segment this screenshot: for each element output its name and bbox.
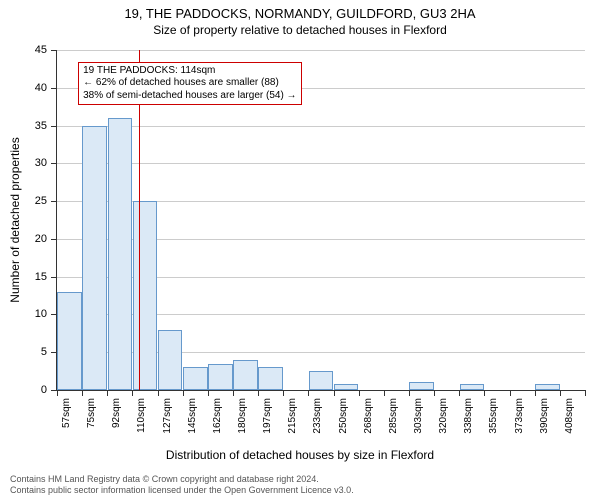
y-tick [51,50,57,51]
x-tick-label: 92sqm [111,398,122,428]
y-tick-label: 30 [35,157,47,169]
x-tick-label: 215sqm [287,398,298,434]
x-tick-label: 320sqm [438,398,449,434]
x-tick-label: 338sqm [463,398,474,434]
grid-line [57,50,585,51]
histogram-bar [108,118,133,390]
chart-plot-area: 05101520253035404557sqm75sqm92sqm110sqm1… [56,50,585,391]
y-tick [51,126,57,127]
histogram-bar [82,126,107,390]
x-tick-label: 373sqm [514,398,525,434]
x-tick [158,390,159,396]
x-tick-label: 162sqm [212,398,223,434]
y-tick-label: 25 [35,195,47,207]
annotation-line: 19 THE PADDOCKS: 114sqm [83,65,296,78]
x-tick-label: 197sqm [262,398,273,434]
x-tick [208,390,209,396]
y-tick-label: 20 [35,233,47,245]
x-tick [183,390,184,396]
histogram-bar [460,384,485,390]
annotation-line: 38% of semi-detached houses are larger (… [83,90,296,103]
x-tick [283,390,284,396]
histogram-bar [233,360,258,390]
footer-line: Contains HM Land Registry data © Crown c… [10,474,354,485]
footer-line: Contains public sector information licen… [10,485,354,496]
y-tick [51,163,57,164]
x-tick-label: 57sqm [61,398,72,428]
x-tick [560,390,561,396]
x-tick [409,390,410,396]
x-tick [434,390,435,396]
histogram-bar [183,367,208,390]
x-tick-label: 75sqm [86,398,97,428]
y-tick [51,352,57,353]
y-tick-label: 5 [41,346,47,358]
y-tick-label: 35 [35,120,47,132]
y-tick-label: 45 [35,44,47,56]
annotation-line: ← 62% of detached houses are smaller (88… [83,77,296,90]
histogram-bar [309,371,334,390]
histogram-bar [208,364,233,390]
y-tick [51,277,57,278]
x-tick-label: 285sqm [388,398,399,434]
x-tick-label: 250sqm [338,398,349,434]
histogram-bar [133,201,158,390]
histogram-bar [334,384,359,390]
x-tick-label: 390sqm [539,398,550,434]
x-tick [107,390,108,396]
x-tick-label: 303sqm [413,398,424,434]
x-tick-label: 233sqm [312,398,323,434]
x-tick [535,390,536,396]
y-tick [51,201,57,202]
chart-subtitle: Size of property relative to detached ho… [0,23,600,41]
x-tick-label: 127sqm [162,398,173,434]
x-tick [459,390,460,396]
chart-title: 19, THE PADDOCKS, NORMANDY, GUILDFORD, G… [0,0,600,23]
histogram-bar [535,384,560,390]
x-tick [82,390,83,396]
y-tick [51,314,57,315]
histogram-bar [57,292,82,390]
grid-line [57,163,585,164]
x-tick [258,390,259,396]
y-tick-label: 15 [35,271,47,283]
x-axis-title: Distribution of detached houses by size … [0,448,600,462]
x-tick-label: 180sqm [237,398,248,434]
y-tick-label: 0 [41,384,47,396]
x-tick [132,390,133,396]
y-axis-title: Number of detached properties [8,137,22,302]
y-tick [51,88,57,89]
x-tick [57,390,58,396]
grid-line [57,126,585,127]
y-tick [51,239,57,240]
x-tick [384,390,385,396]
x-tick-label: 408sqm [564,398,575,434]
x-tick [233,390,234,396]
y-tick-label: 40 [35,82,47,94]
x-tick [510,390,511,396]
x-tick-label: 110sqm [136,398,147,433]
x-tick-label: 355sqm [488,398,499,434]
x-tick [585,390,586,396]
x-tick [484,390,485,396]
x-tick-label: 268sqm [363,398,374,434]
x-tick [334,390,335,396]
x-tick [308,390,309,396]
histogram-bar [158,330,183,390]
histogram-bar [258,367,283,390]
histogram-bar [409,382,434,390]
footer-attribution: Contains HM Land Registry data © Crown c… [10,474,354,497]
y-tick-label: 10 [35,308,47,320]
x-tick-label: 145sqm [187,398,198,434]
x-tick [359,390,360,396]
annotation-box: 19 THE PADDOCKS: 114sqm← 62% of detached… [78,62,301,106]
